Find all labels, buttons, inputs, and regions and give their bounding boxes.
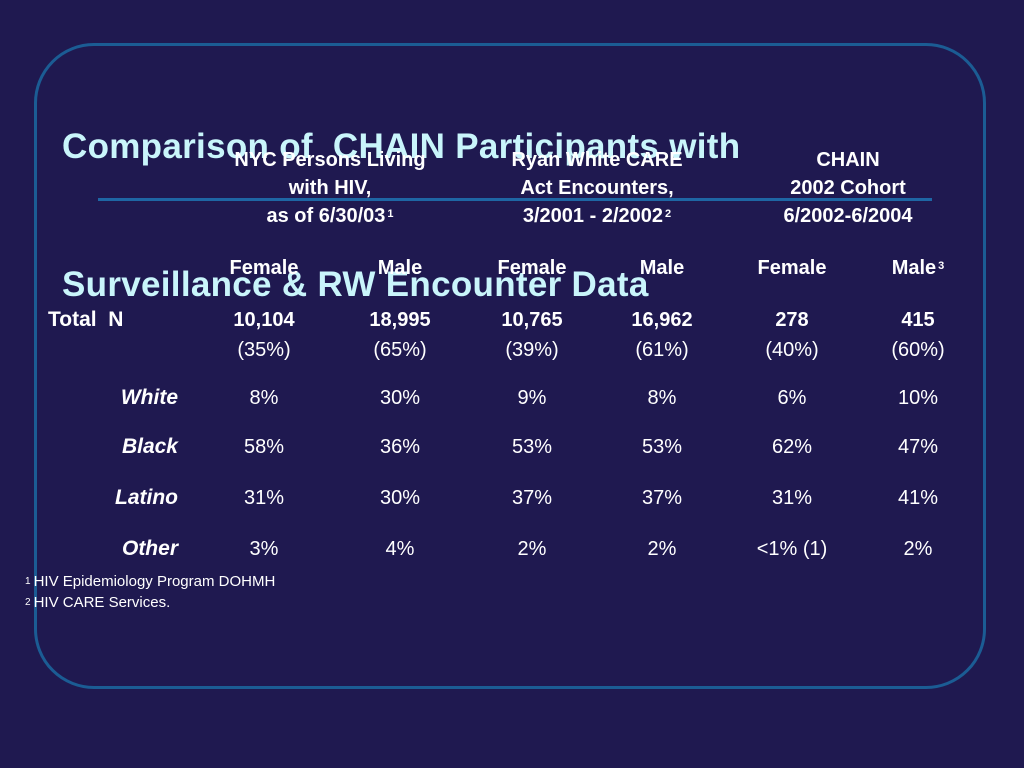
subheader-text: Male bbox=[891, 257, 937, 279]
group-header-line: CHAIN bbox=[816, 149, 880, 171]
table-cell: 47% bbox=[897, 436, 939, 458]
title-line-1: Comparison of CHAIN Participants with bbox=[62, 127, 741, 166]
table-cell: 6% bbox=[777, 387, 807, 409]
table-cell: 37% bbox=[641, 487, 683, 509]
group-header-line: 2002 Cohort bbox=[790, 177, 906, 199]
group-header-line: Act Encounters, bbox=[520, 177, 674, 199]
table-cell: 37% bbox=[511, 487, 553, 509]
row-label-other: Other bbox=[121, 537, 178, 560]
footnote-ref: 2 bbox=[665, 208, 672, 220]
table-cell: 53% bbox=[641, 436, 683, 458]
group-header-line: as of 6/30/03 1 bbox=[200, 202, 460, 230]
subheader-male: Male 3 bbox=[858, 256, 978, 280]
subheader-male: Male bbox=[639, 257, 685, 279]
group-header-text: 3/2001 - 2/2002 bbox=[522, 205, 663, 227]
table-cell: 2% bbox=[517, 538, 547, 560]
table-cell: 30% bbox=[379, 387, 421, 409]
total-count: 415 bbox=[901, 309, 935, 331]
table-cell: 3% bbox=[249, 538, 279, 560]
subheader-female: Female bbox=[229, 257, 299, 279]
group-header-text: as of 6/30/03 bbox=[266, 205, 386, 227]
table-cell: 9% bbox=[517, 387, 547, 409]
total-percent: (40%) bbox=[765, 339, 819, 361]
group-header-line: with HIV, bbox=[288, 177, 372, 199]
group-header-ryan-white: Ryan White CARE Act Encounters, 3/2001 -… bbox=[467, 146, 727, 230]
table-cell: 8% bbox=[647, 387, 677, 409]
table-cell: 53% bbox=[511, 436, 553, 458]
total-count: 18,995 bbox=[369, 309, 431, 331]
rounded-frame bbox=[34, 43, 986, 689]
footnote-number: 2 bbox=[25, 597, 31, 608]
table-cell: 8% bbox=[249, 387, 279, 409]
table-cell: 30% bbox=[379, 487, 421, 509]
total-count: 10,104 bbox=[233, 309, 295, 331]
table-cell: 36% bbox=[379, 436, 421, 458]
header-divider bbox=[98, 198, 932, 201]
total-percent: (35%) bbox=[237, 339, 291, 361]
footnote-number: 1 bbox=[25, 576, 31, 587]
title-line-2: Surveillance & RW Encounter Data bbox=[62, 265, 649, 304]
total-count: 278 bbox=[775, 309, 809, 331]
group-header-line: 6/2002-6/2004 bbox=[783, 205, 913, 227]
footnote-2: 2 HIV CARE Services. bbox=[25, 594, 170, 612]
total-count: 16,962 bbox=[631, 309, 693, 331]
table-cell: 41% bbox=[897, 487, 939, 509]
table-cell: 10% bbox=[897, 387, 939, 409]
table-cell: 4% bbox=[385, 538, 415, 560]
total-percent: (39%) bbox=[505, 339, 559, 361]
slide-title: Comparison of CHAIN Participants with Su… bbox=[62, 32, 740, 400]
table-cell: 58% bbox=[243, 436, 285, 458]
table-cell: 2% bbox=[647, 538, 677, 560]
group-header-chain: CHAIN 2002 Cohort 6/2002-6/2004 bbox=[737, 146, 959, 230]
footnote-ref: 1 bbox=[387, 208, 394, 220]
table-cell: 31% bbox=[771, 487, 813, 509]
footnote-text: HIV CARE Services. bbox=[33, 594, 171, 611]
group-header-line: NYC Persons Living bbox=[234, 149, 426, 171]
group-header-line: Ryan White CARE bbox=[511, 149, 683, 171]
total-count: 10,765 bbox=[501, 309, 563, 331]
footnote-text: HIV Epidemiology Program DOHMH bbox=[33, 573, 276, 590]
table-cell: 31% bbox=[243, 487, 285, 509]
subheader-male: Male bbox=[377, 257, 423, 279]
footnote-1: 1 HIV Epidemiology Program DOHMH bbox=[25, 573, 275, 591]
row-label-latino: Latino bbox=[115, 486, 178, 509]
subheader-female: Female bbox=[497, 257, 567, 279]
footnote-ref: 3 bbox=[938, 260, 945, 272]
group-header-nyc: NYC Persons Living with HIV, as of 6/30/… bbox=[200, 146, 460, 230]
table-cell: <1% (1) bbox=[756, 538, 828, 560]
row-label-white: White bbox=[120, 386, 178, 409]
row-label-black: Black bbox=[121, 435, 178, 458]
total-percent: (60%) bbox=[891, 339, 945, 361]
subheader-female: Female bbox=[757, 257, 827, 279]
table-cell: 62% bbox=[771, 436, 813, 458]
total-percent: (65%) bbox=[373, 339, 427, 361]
group-header-line: 3/2001 - 2/2002 2 bbox=[467, 202, 727, 230]
total-n-label: Total N bbox=[48, 308, 124, 331]
table-cell: 2% bbox=[903, 538, 933, 560]
total-percent: (61%) bbox=[635, 339, 689, 361]
